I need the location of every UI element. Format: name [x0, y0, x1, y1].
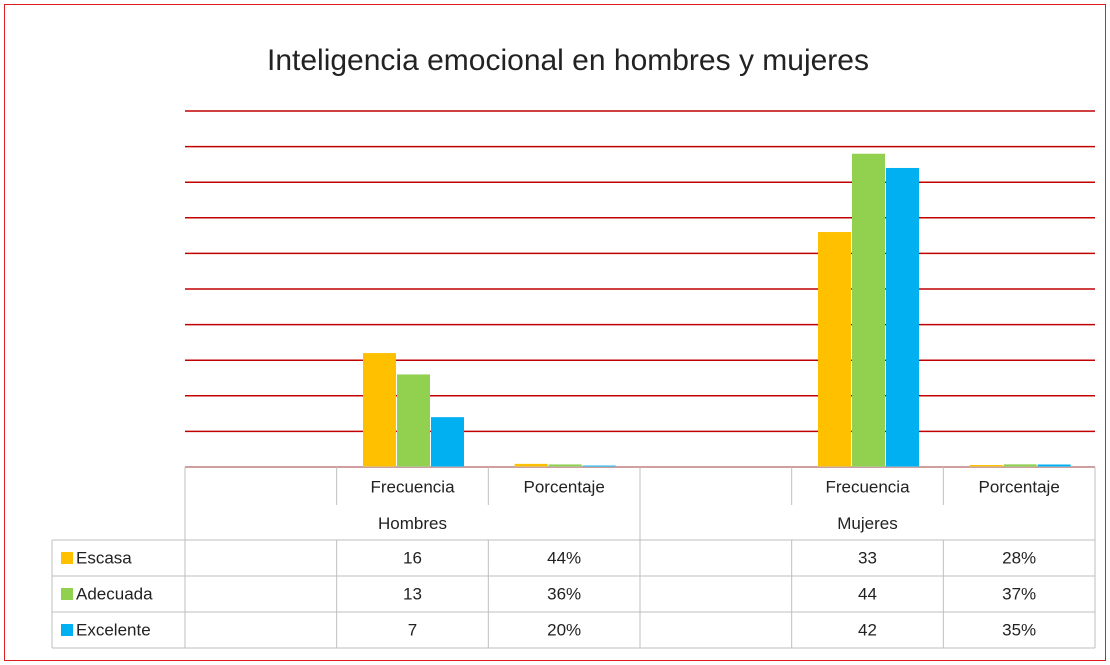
data-label: 33: [858, 548, 877, 567]
legend-swatch: [61, 552, 73, 564]
chart-title: Inteligencia emocional en hombres y muje…: [267, 44, 869, 77]
bar: [397, 374, 430, 467]
bar: [514, 463, 548, 467]
legend-swatch: [61, 588, 73, 600]
legend-label: Adecuada: [76, 584, 153, 603]
group-label: Hombres: [378, 514, 447, 533]
data-label: 44%: [547, 548, 581, 567]
group-label: Mujeres: [837, 514, 897, 533]
data-label: 35%: [1002, 620, 1036, 639]
x-tick-label: Frecuencia: [825, 477, 910, 496]
data-label: 44: [858, 584, 877, 603]
legend-swatch: [61, 624, 73, 636]
data-label: 28%: [1002, 548, 1036, 567]
x-tick-label: Frecuencia: [370, 477, 455, 496]
data-label: 42: [858, 620, 877, 639]
legend-label: Escasa: [76, 548, 132, 567]
legend-label: Excelente: [76, 620, 151, 639]
bar: [431, 417, 464, 467]
data-label: 20%: [547, 620, 581, 639]
bar: [363, 353, 396, 467]
data-label: 7: [408, 620, 417, 639]
x-tick-label: Porcentaje: [979, 477, 1060, 496]
chart-border: [4, 4, 1106, 661]
bar: [969, 465, 1003, 467]
bar: [886, 167, 919, 467]
data-label: 36%: [547, 584, 581, 603]
bar: [852, 153, 885, 467]
data-label: 16: [403, 548, 422, 567]
bar: [1037, 464, 1071, 467]
bar: [548, 464, 582, 467]
bar: [1003, 464, 1037, 467]
data-label: 37%: [1002, 584, 1036, 603]
bar: [818, 232, 851, 467]
bar: [582, 465, 616, 467]
x-tick-label: Porcentaje: [524, 477, 605, 496]
data-label: 13: [403, 584, 422, 603]
